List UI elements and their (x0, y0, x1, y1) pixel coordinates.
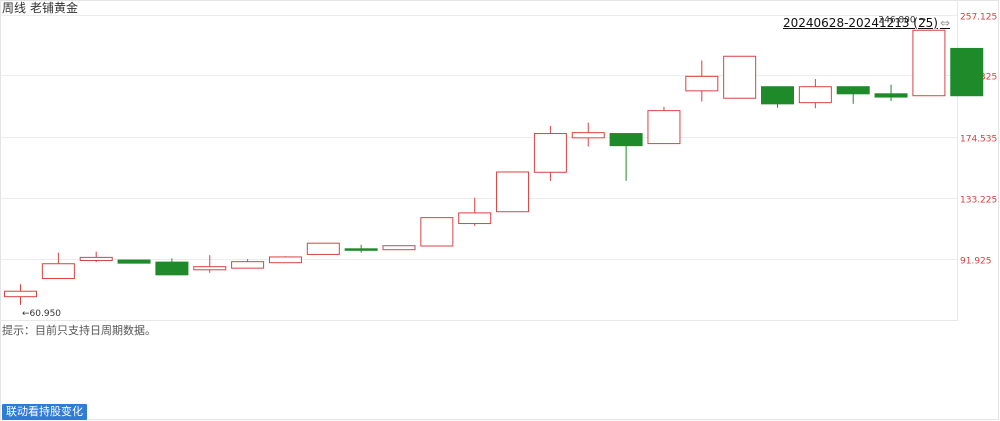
hint-text: 提示：目前只支持日周期数据。 (2, 324, 156, 337)
candle-body (306, 242, 340, 255)
candle-body (912, 29, 946, 97)
candle-body (496, 171, 530, 213)
candle-body (117, 259, 151, 264)
candle-body (193, 266, 227, 271)
candle-body (155, 261, 189, 276)
y-tick-label: 174.535 (960, 135, 997, 145)
candle-body (4, 290, 37, 298)
y-tick-label: 91.925 (960, 257, 992, 267)
holdings-change-button[interactable]: 联动看持股变化 (2, 404, 87, 420)
min-annotation: ←60.950 (22, 309, 61, 319)
candle-body (950, 47, 984, 97)
candle-body (571, 132, 605, 139)
candle-body (685, 75, 719, 92)
candle-body (874, 93, 908, 98)
candle-body (533, 133, 567, 173)
candle-body (41, 263, 75, 280)
candle-body (609, 133, 643, 147)
chart-header: 周线 老铺黄金 (2, 0, 82, 16)
candlestick-chart: 257.125216.325174.535133.22591.925246.80… (0, 13, 997, 319)
date-range[interactable]: 20240628-20241213 (25) ⇔ (783, 16, 950, 30)
candle-body (420, 217, 454, 247)
candle-body (723, 55, 757, 99)
y-tick-label: 133.225 (960, 196, 997, 206)
range-toggle-icon[interactable]: ⇔ (939, 16, 950, 30)
candle-body (382, 245, 416, 251)
candle-body (79, 256, 113, 261)
y-tick-label: 257.125 (960, 13, 997, 23)
candle-body (268, 256, 302, 264)
candle-body (231, 261, 265, 269)
max-annotation: 246.800 → (878, 15, 926, 25)
candle-body (836, 86, 870, 95)
period-label[interactable]: 周线 (2, 1, 27, 15)
stock-name: 老铺黄金 (30, 1, 79, 15)
candle-body (647, 110, 681, 145)
candle-body (798, 86, 832, 104)
candle-body (458, 212, 492, 225)
plot-area (0, 0, 958, 321)
date-range-label[interactable]: 20240628-20241213 (25) (783, 16, 938, 30)
candle-body (344, 248, 378, 251)
candle-body (761, 86, 794, 105)
